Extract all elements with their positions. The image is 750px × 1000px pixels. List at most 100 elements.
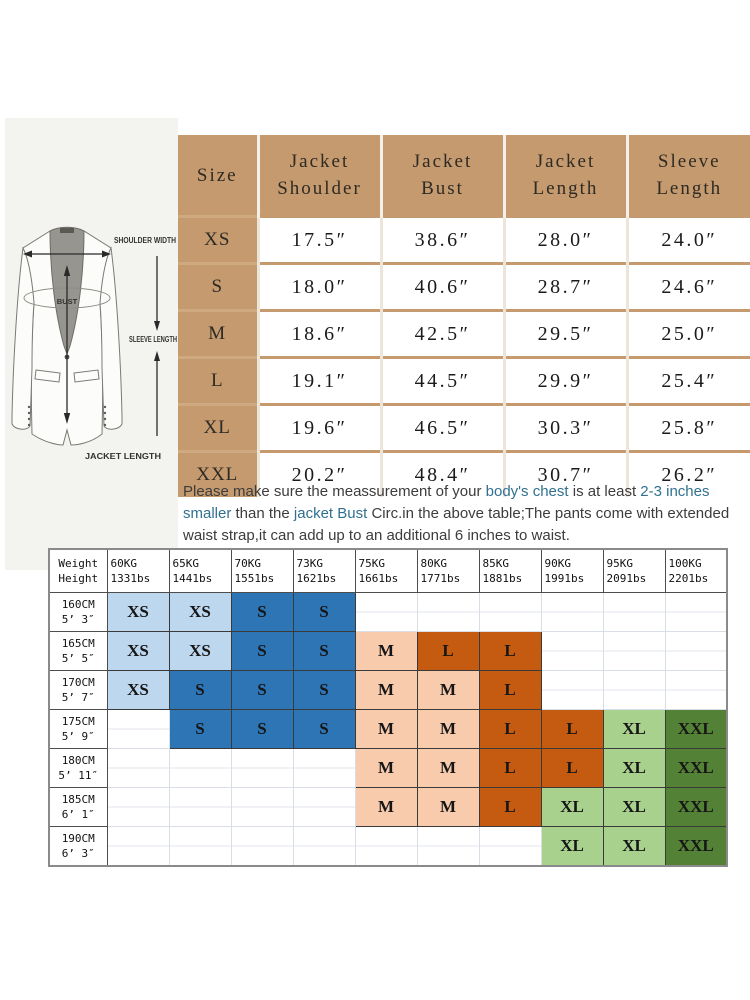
fit-size-cell: M <box>354 787 418 827</box>
fit-size-cell: XS <box>168 631 232 671</box>
weight-header-cell: 95KG 2091bs <box>602 548 666 593</box>
note-highlight: jacket Bust <box>293 505 368 522</box>
weight-header-cell: 90KG 1991bs <box>540 548 604 593</box>
sleeve-length-arrow <box>154 256 160 436</box>
fit-empty-cell <box>292 787 356 827</box>
weight-header-cell: 60KG 1331bs <box>106 548 170 593</box>
fit-empty-cell <box>664 670 728 710</box>
fit-size-cell: XS <box>106 631 170 671</box>
size-value-cell: 28.0″ <box>502 215 627 264</box>
size-label-cell: XXL <box>178 450 258 497</box>
fit-empty-cell <box>354 826 418 867</box>
height-label-cell: 170CM 5’ 7″ <box>48 670 108 710</box>
fit-size-cell: XXL <box>664 748 728 788</box>
fit-size-cell: XL <box>602 748 666 788</box>
fit-empty-cell <box>230 826 294 867</box>
fit-size-cell: M <box>354 631 418 671</box>
size-table-row: S 18.0″ 40.6″ 28.7″ 24.6″ <box>178 262 750 311</box>
fit-size-cell: S <box>230 631 294 671</box>
fit-empty-cell <box>602 670 666 710</box>
note-text: Please make sure the meassurement of you… <box>183 483 486 500</box>
fit-size-cell: XL <box>540 826 604 867</box>
size-value-cell: 28.7″ <box>502 262 627 311</box>
size-value-cell: 48.4″ <box>379 450 504 497</box>
fit-size-cell: XXL <box>664 709 728 749</box>
size-value-cell: 24.6″ <box>625 262 750 311</box>
fit-size-cell: XL <box>602 826 666 867</box>
size-value-cell: 29.9″ <box>502 356 627 405</box>
height-label-cell: 160CM 5’ 3″ <box>48 592 108 632</box>
size-value-cell: 24.0″ <box>625 215 750 264</box>
fit-size-cell: S <box>230 709 294 749</box>
fit-size-cell: L <box>478 670 542 710</box>
fit-empty-cell <box>664 592 728 632</box>
size-value-cell: 40.6″ <box>379 262 504 311</box>
size-value-cell: 26.2″ <box>625 450 750 497</box>
shoulder-width-label: SHOULDER WIDTH <box>114 236 176 245</box>
fit-empty-cell <box>416 592 480 632</box>
jacket-left-pocket <box>34 369 61 383</box>
weight-header-cell: 70KG 1551bs <box>230 548 294 593</box>
note-text: is at least <box>568 483 641 500</box>
size-table-row: XS 17.5″ 38.6″ 28.0″ 24.0″ <box>178 215 750 264</box>
bust-jacket-length-arrow <box>63 265 71 424</box>
fit-size-cell: L <box>478 631 542 671</box>
size-value-cell: 30.7″ <box>502 450 627 497</box>
size-value-cell: 18.0″ <box>256 262 381 311</box>
note-highlight: body's chest <box>485 483 569 500</box>
fit-size-cell: M <box>416 709 480 749</box>
bust-label: BUST <box>57 297 78 306</box>
fit-size-cell: XS <box>106 592 170 632</box>
weight-header-cell: 73KG 1621bs <box>292 548 356 593</box>
fit-empty-cell <box>602 631 666 671</box>
fit-empty-cell <box>106 709 170 749</box>
size-value-cell: 17.5″ <box>256 215 381 264</box>
fit-size-cell: L <box>416 631 480 671</box>
size-value-cell: 44.5″ <box>379 356 504 405</box>
jacket-right-pocket <box>73 369 100 383</box>
fit-empty-cell <box>106 826 170 867</box>
size-value-cell: 42.5″ <box>379 309 504 358</box>
fit-empty-cell <box>106 787 170 827</box>
fit-size-cell: S <box>292 709 356 749</box>
fit-empty-cell <box>168 748 232 788</box>
size-table-column-header: Jacket Shoulder <box>256 135 381 217</box>
fit-empty-cell <box>478 826 542 867</box>
fit-table-row: 175CM 5’ 9″ S S S M M L L XL XXL <box>48 709 728 749</box>
fit-size-cell: S <box>292 670 356 710</box>
fit-size-cell: L <box>478 787 542 827</box>
size-value-cell: 18.6″ <box>256 309 381 358</box>
fit-empty-cell <box>230 787 294 827</box>
note-text: Circ.in the above table;The pants come w… <box>183 505 730 544</box>
fit-empty-cell <box>540 670 604 710</box>
size-label-cell: S <box>178 262 258 311</box>
size-value-cell: 29.5″ <box>502 309 627 358</box>
fit-size-cell: S <box>230 670 294 710</box>
size-value-cell: 25.0″ <box>625 309 750 358</box>
fit-table-row: 185CM 6’ 1″ M M L XL XL XXL <box>48 787 728 827</box>
height-label-cell: 180CM 5’ 11″ <box>48 748 108 788</box>
fit-size-cell: L <box>540 748 604 788</box>
fit-table-row: 165CM 5’ 5″ XS XS S S M L L <box>48 631 728 671</box>
fit-size-cell: XS <box>106 670 170 710</box>
weight-height-corner-cell: Weight Height <box>48 548 108 593</box>
fit-table-row: 170CM 5’ 7″ XS S S S M M L <box>48 670 728 710</box>
size-value-cell: 25.8″ <box>625 403 750 452</box>
size-table-column-header: Jacket Length <box>502 135 627 217</box>
jacket-length-label: JACKET LENGTH <box>85 451 161 461</box>
size-value-cell: 25.4″ <box>625 356 750 405</box>
measurement-note: Please make sure the meassurement of you… <box>183 481 749 547</box>
jacket-right-sleeve <box>99 246 123 430</box>
size-value-cell: 19.1″ <box>256 356 381 405</box>
size-label-cell: M <box>178 309 258 358</box>
fit-table-row: 160CM 5’ 3″ XS XS S S <box>48 592 728 632</box>
fit-table-row: 180CM 5’ 11″ M M L L XL XXL <box>48 748 728 788</box>
height-label-cell: 165CM 5’ 5″ <box>48 631 108 671</box>
size-table-row: XL 19.6″ 46.5″ 30.3″ 25.8″ <box>178 403 750 452</box>
size-value-cell: 30.3″ <box>502 403 627 452</box>
fit-size-cell: S <box>292 592 356 632</box>
fit-size-cell: M <box>416 787 480 827</box>
fit-empty-cell <box>540 592 604 632</box>
note-highlight: 2-3 inches smaller <box>183 483 710 522</box>
